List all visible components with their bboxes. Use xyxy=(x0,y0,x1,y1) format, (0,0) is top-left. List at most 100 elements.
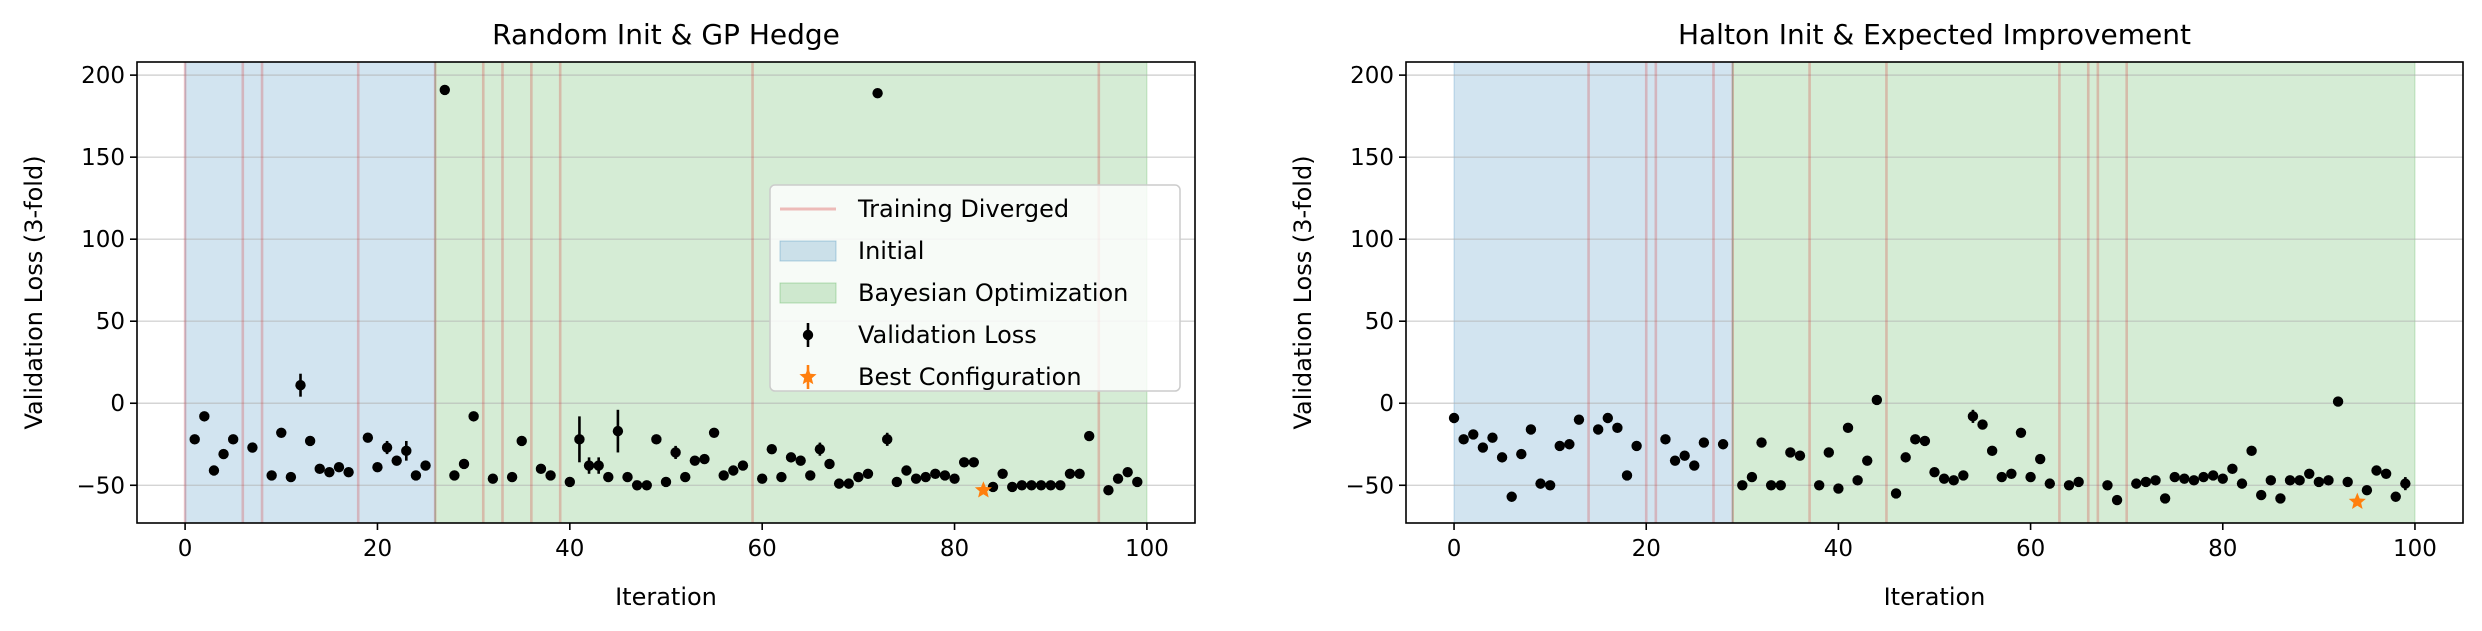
data-point xyxy=(1746,471,1758,483)
data-point xyxy=(574,434,585,445)
data-point xyxy=(2227,463,2238,475)
data-point xyxy=(689,455,701,466)
data-point xyxy=(958,457,970,468)
data-point xyxy=(814,443,826,455)
data-point xyxy=(1996,471,2007,483)
data-point xyxy=(1631,440,1642,452)
data-point xyxy=(1074,468,1085,479)
data-point xyxy=(468,411,479,422)
x-axis-label: Iteration xyxy=(615,583,717,611)
data-point xyxy=(2400,478,2411,489)
data-point xyxy=(612,425,624,437)
data-point xyxy=(997,468,1008,479)
y-tick-label: 150 xyxy=(81,145,125,171)
data-point xyxy=(2131,478,2142,489)
data-point xyxy=(1698,437,1710,448)
data-point xyxy=(285,471,297,483)
y-tick-label: 200 xyxy=(1350,63,1394,89)
data-point xyxy=(458,458,470,470)
data-point xyxy=(1765,480,1777,491)
chart-title: Halton Init & Expected Improvement xyxy=(1678,18,2191,51)
data-point xyxy=(785,452,797,463)
data-point xyxy=(1689,460,1700,471)
data-point xyxy=(2198,471,2209,483)
x-tick-label: 80 xyxy=(2208,536,2237,562)
data-point xyxy=(1929,466,1940,478)
data-point xyxy=(1112,473,1124,484)
data-point xyxy=(1122,466,1133,478)
data-point xyxy=(189,434,200,445)
data-point xyxy=(1862,455,1873,466)
y-tick-label: 100 xyxy=(1350,227,1394,253)
data-point xyxy=(2390,491,2401,502)
data-point xyxy=(2025,471,2036,483)
data-point xyxy=(1132,476,1143,488)
legend: Training Diverged Initial Bayesian Optimiz… xyxy=(769,184,1181,392)
x-tick-label: 20 xyxy=(363,536,392,562)
x-axis-label: Iteration xyxy=(1884,583,1986,611)
legend-label: Bayesian Optimization xyxy=(858,279,1128,307)
data-point xyxy=(535,463,547,475)
data-point xyxy=(2304,468,2315,479)
data-point xyxy=(968,457,979,468)
x-tick-label: 20 xyxy=(1632,536,1661,562)
data-point xyxy=(227,434,239,445)
data-point xyxy=(1833,483,1844,494)
data-point xyxy=(737,460,749,471)
data-point xyxy=(391,455,402,466)
y-tick-label: −50 xyxy=(1345,473,1394,499)
data-point xyxy=(2323,475,2334,486)
data-point xyxy=(439,84,450,96)
data-point xyxy=(2284,475,2296,486)
best-configuration-marker xyxy=(974,481,992,498)
x-tick-label: 100 xyxy=(2393,536,2437,562)
x-tick-label: 60 xyxy=(748,536,777,562)
data-point xyxy=(631,480,643,491)
data-point xyxy=(2006,468,2017,479)
data-point xyxy=(1544,480,1556,491)
data-point xyxy=(266,470,277,481)
data-point xyxy=(1592,424,1604,435)
y-tick-label: 200 xyxy=(81,63,125,89)
chart-title: Random Init & GP Hedge xyxy=(492,18,840,51)
data-point xyxy=(699,453,710,465)
data-point xyxy=(1852,475,1863,486)
legend-label: Initial xyxy=(858,237,924,265)
data-point xyxy=(410,470,422,481)
legend-handle-best xyxy=(799,368,817,385)
data-point xyxy=(1516,448,1527,460)
data-point xyxy=(1525,424,1537,435)
data-point xyxy=(247,442,258,453)
data-point xyxy=(1064,468,1076,479)
data-point xyxy=(2275,493,2286,504)
data-point xyxy=(1737,480,1748,491)
data-point xyxy=(2044,478,2056,489)
data-point xyxy=(1660,434,1671,445)
y-tick-label: −50 xyxy=(76,473,125,499)
data-point xyxy=(1448,412,1460,424)
data-point xyxy=(1669,455,1681,466)
data-point xyxy=(1045,480,1056,491)
data-point xyxy=(1977,419,1988,430)
data-point xyxy=(1103,484,1114,496)
data-point xyxy=(795,455,806,466)
data-point xyxy=(1823,447,1835,458)
data-point xyxy=(910,473,922,484)
data-point xyxy=(2159,493,2171,504)
data-point xyxy=(641,480,652,491)
legend-box xyxy=(769,184,1181,392)
data-point xyxy=(1794,450,1806,461)
data-point xyxy=(2294,475,2305,486)
data-point xyxy=(1458,434,1469,445)
data-point xyxy=(920,471,931,483)
data-point xyxy=(1535,478,1546,489)
data-point xyxy=(622,471,633,483)
data-point xyxy=(276,427,287,438)
data-point xyxy=(1564,439,1575,450)
data-point xyxy=(2015,427,2027,438)
data-point xyxy=(843,478,854,489)
data-point xyxy=(718,470,729,481)
bayesian-optimization-region xyxy=(1732,61,2416,524)
data-point xyxy=(1055,480,1066,491)
